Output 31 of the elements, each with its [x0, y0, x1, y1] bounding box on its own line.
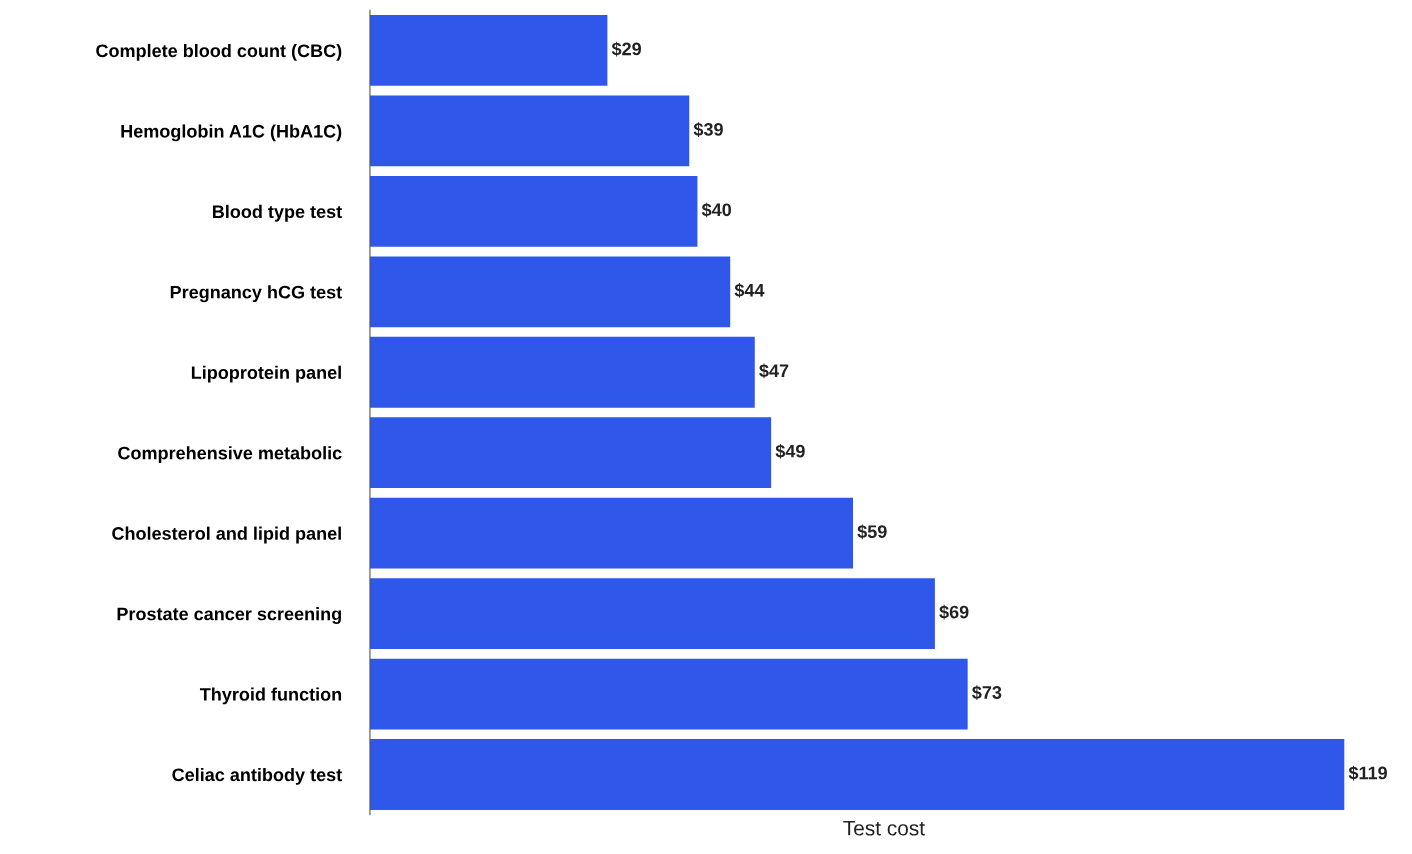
bar: [369, 15, 608, 86]
bar: [369, 95, 690, 167]
bar: [369, 658, 968, 730]
data-label: $39: [693, 122, 723, 137]
y-tick-label: Complete blood count (CBC): [96, 43, 342, 61]
bar: [369, 578, 935, 649]
data-label: $59: [857, 524, 887, 540]
y-tick-label: Blood type test: [212, 204, 342, 222]
y-tick-label: Lipoprotein panel: [191, 365, 341, 383]
y-tick-label: Prostate cancer screening: [117, 607, 341, 624]
data-label: $69: [939, 604, 969, 620]
y-tick-label: Cholesterol and lipid panel: [112, 526, 341, 544]
data-label: $40: [701, 202, 732, 218]
bar: [369, 256, 731, 328]
data-label: $119: [1348, 765, 1387, 781]
bar: [369, 497, 854, 569]
y-tick-label: Hemoglobin A1C (HbA1C): [121, 124, 342, 142]
bar: [369, 175, 698, 247]
y-tick-label: Pregnancy hCG test: [170, 285, 342, 303]
data-label: $29: [611, 41, 642, 57]
data-label: $49: [775, 443, 805, 459]
y-tick-label: Comprehensive metabolic: [118, 446, 342, 463]
bar: [369, 417, 772, 489]
data-label: $44: [734, 283, 765, 298]
y-tick-label: Celiac antibody test: [172, 767, 342, 785]
y-tick-label: Thyroid function: [199, 687, 342, 705]
data-label: $47: [759, 363, 789, 379]
x-axis-title: Test cost: [843, 821, 925, 836]
bar: [369, 739, 1345, 810]
bar: [369, 336, 755, 408]
data-label: $73: [972, 685, 1002, 701]
